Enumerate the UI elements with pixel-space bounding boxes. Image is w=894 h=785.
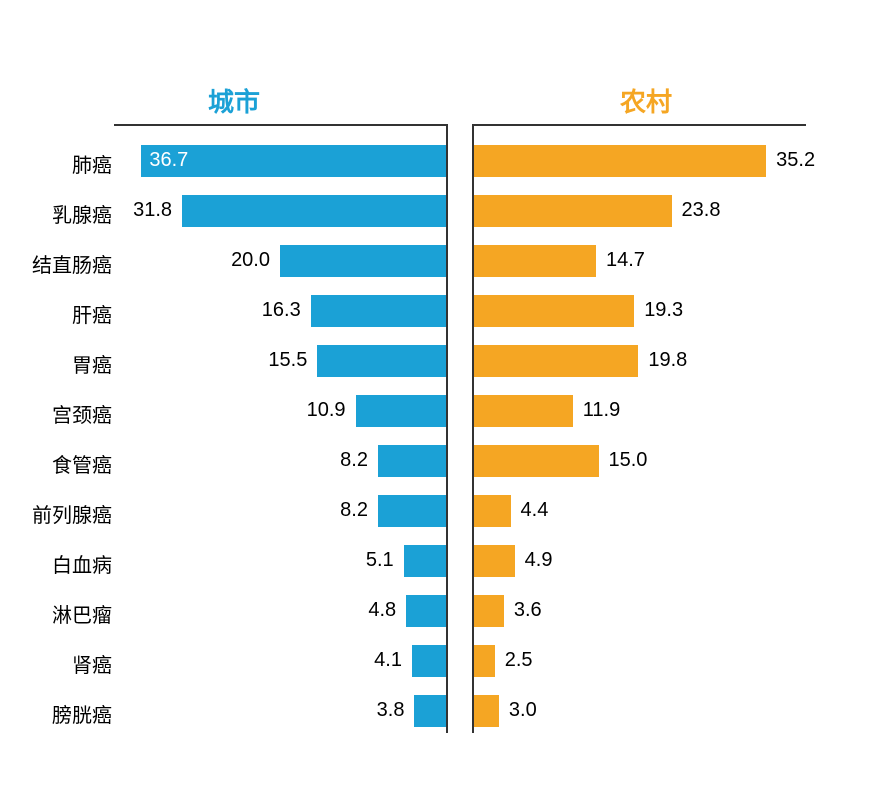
category-label: 食管癌 — [52, 449, 112, 478]
right-value-label: 3.6 — [514, 599, 542, 622]
header-underline-right — [474, 124, 806, 126]
left-value-label: 20.0 — [231, 249, 270, 272]
right-value-label: 14.7 — [606, 249, 645, 272]
right-bar — [474, 545, 515, 577]
left-bar — [182, 195, 446, 227]
header-underline-left — [114, 124, 446, 126]
category-label: 肾癌 — [72, 649, 112, 678]
category-label: 白血病 — [52, 549, 112, 578]
left-value-label: 5.1 — [366, 549, 394, 572]
right-bar — [474, 395, 573, 427]
right-bar — [474, 595, 504, 627]
right-value-label: 35.2 — [776, 149, 815, 172]
category-label: 淋巴瘤 — [52, 599, 112, 628]
category-label: 肺癌 — [72, 149, 112, 178]
category-label: 前列腺癌 — [32, 499, 112, 528]
category-label: 结直肠癌 — [32, 249, 112, 278]
left-value-label: 16.3 — [262, 299, 301, 322]
category-label: 宫颈癌 — [52, 399, 112, 428]
right-bar — [474, 495, 511, 527]
left-value-label: 8.2 — [340, 499, 368, 522]
right-value-label: 23.8 — [682, 199, 721, 222]
left-value-label: 10.9 — [307, 399, 346, 422]
right-value-label: 11.9 — [583, 399, 620, 422]
right-value-label: 19.3 — [644, 299, 683, 322]
right-bar — [474, 245, 596, 277]
category-label: 乳腺癌 — [52, 199, 112, 228]
left-bar — [404, 545, 446, 577]
left-value-label: 8.2 — [340, 449, 368, 472]
category-label: 肝癌 — [72, 299, 112, 328]
category-label: 胃癌 — [72, 349, 112, 378]
left-bar — [311, 295, 446, 327]
right-axis-line — [472, 124, 474, 733]
left-series-title: 城市 — [208, 82, 260, 119]
left-bar — [378, 495, 446, 527]
right-value-label: 15.0 — [609, 449, 648, 472]
left-value-label: 4.1 — [374, 649, 402, 672]
category-label: 膀胱癌 — [52, 699, 112, 728]
left-bar — [412, 645, 446, 677]
right-bar — [474, 145, 766, 177]
right-bar — [474, 645, 495, 677]
left-value-label: 3.8 — [377, 699, 405, 722]
left-bar — [406, 595, 446, 627]
left-value-label: 36.7 — [149, 149, 188, 172]
left-bar — [414, 695, 446, 727]
diverging-bar-chart: 城市 农村肺癌 36.7 35.2 乳腺癌 31.8 23.8 结直肠癌 20.0 14.7 肝癌 1… — [0, 0, 894, 785]
right-bar — [474, 445, 599, 477]
left-value-label: 4.8 — [368, 599, 396, 622]
left-bar — [317, 345, 446, 377]
right-value-label: 4.9 — [525, 549, 553, 572]
right-value-label: 19.8 — [648, 349, 687, 372]
right-bar — [474, 195, 672, 227]
left-value-label: 15.5 — [268, 349, 307, 372]
right-value-label: 4.4 — [521, 499, 549, 522]
left-bar — [356, 395, 446, 427]
right-bar — [474, 695, 499, 727]
left-bar — [378, 445, 446, 477]
right-bar — [474, 295, 634, 327]
right-bar — [474, 345, 638, 377]
right-series-title: 农村 — [620, 82, 672, 119]
right-value-label: 3.0 — [509, 699, 537, 722]
left-axis-line — [446, 124, 448, 733]
left-value-label: 31.8 — [133, 199, 172, 222]
right-value-label: 2.5 — [505, 649, 533, 672]
left-bar — [280, 245, 446, 277]
